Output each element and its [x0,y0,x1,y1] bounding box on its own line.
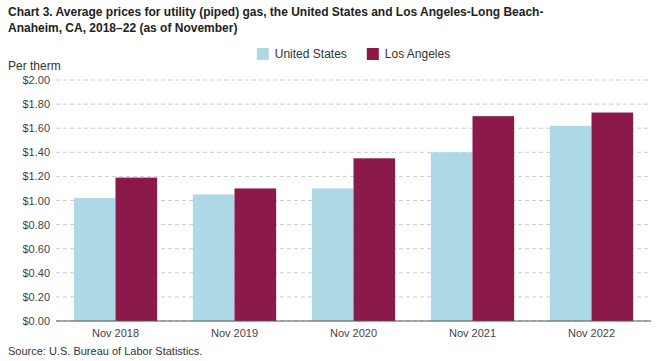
bar [74,198,116,321]
bar [193,194,235,321]
legend: United States Los Angeles [257,47,450,61]
bar [592,113,634,321]
bar [235,188,277,321]
grid-line [56,80,651,81]
x-tick-label: Nov 2020 [330,327,377,339]
y-tick-label: $1.60 [22,122,50,134]
bar [550,126,592,321]
x-tick-label: Nov 2018 [92,327,139,339]
legend-label: Los Angeles [385,47,450,61]
y-tick-label: $0.80 [22,219,50,231]
bar [431,152,473,321]
chart: Chart 3. Average prices for utility (pip… [0,0,661,361]
title-line: Anaheim, CA, 2018–22 (as of November) [8,21,237,35]
bar [116,178,158,321]
bars [74,113,633,321]
y-tick-label: $0.40 [22,267,50,279]
title-line: Chart 3. Average prices for utility (pip… [8,5,543,19]
bar [473,116,515,321]
source-note: Source: U.S. Bureau of Labor Statistics. [8,345,202,357]
y-tick-label: $1.80 [22,98,50,110]
y-tick-label: $2.00 [22,74,50,86]
y-tick-label: $1.20 [22,170,50,182]
x-tick-label: Nov 2022 [568,327,615,339]
grid [56,80,651,321]
y-tick-label: $0.20 [22,291,50,303]
x-axis-line [56,321,651,322]
legend-swatch [257,48,269,60]
title: Chart 3. Average prices for utility (pip… [8,5,543,35]
legend-swatch [367,48,379,60]
x-tick-label: Nov 2021 [449,327,496,339]
legend-label: United States [275,47,347,61]
y-axis-label: Per therm [8,59,61,73]
y-tick-label: $1.40 [22,146,50,158]
y-tick-label: $1.00 [22,195,50,207]
y-tick-label: $0.60 [22,243,50,255]
x-tick-label: Nov 2019 [211,327,258,339]
grid-line [56,104,651,105]
grid-line [56,321,651,322]
bar [354,158,396,321]
bar [312,188,354,321]
y-tick-label: $0.00 [22,315,50,327]
